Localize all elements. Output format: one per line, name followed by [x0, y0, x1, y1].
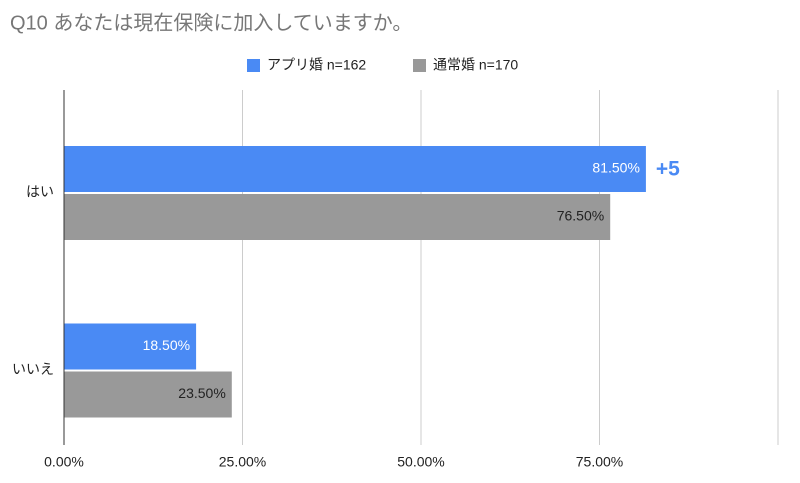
y-tick-label: はい	[26, 184, 54, 200]
x-tick-label: 0.00%	[44, 454, 84, 470]
value-label: 76.50%	[557, 208, 604, 224]
x-tick-label: 75.00%	[576, 454, 623, 470]
legend-label: アプリ婚 n=162	[267, 57, 366, 73]
x-tick-label: 50.00%	[397, 454, 444, 470]
legend-label: 通常婚 n=170	[433, 57, 518, 73]
legend-swatch	[247, 59, 260, 72]
bar	[64, 371, 232, 418]
value-label: 81.50%	[592, 160, 639, 176]
bar	[64, 146, 646, 192]
bar	[64, 194, 611, 240]
annotation: +5	[656, 158, 680, 181]
x-tick-label: 25.00%	[219, 454, 266, 470]
value-label: 23.50%	[178, 385, 225, 401]
value-label: 18.50%	[143, 337, 190, 353]
bar	[64, 323, 197, 370]
chart-title: Q10 あなたは現在保険に加入していますか。	[10, 11, 412, 34]
legend-swatch	[413, 59, 426, 72]
y-tick-label: いいえ	[12, 361, 54, 377]
